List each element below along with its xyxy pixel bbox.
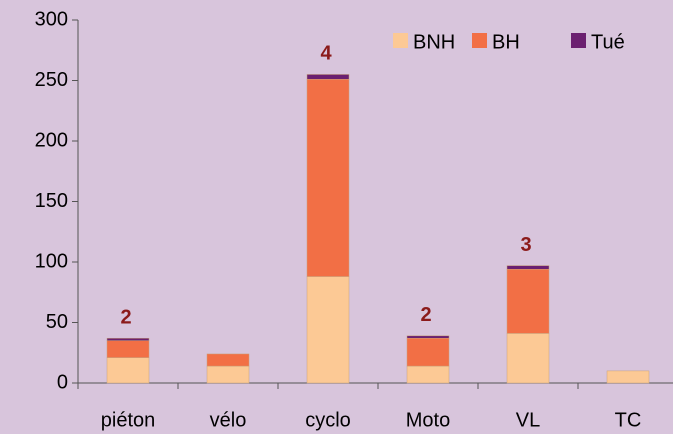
- bar-segment: [506, 269, 550, 334]
- bar-segment: [506, 333, 550, 384]
- y-tick-label: 150: [35, 190, 68, 212]
- legend-label: BH: [492, 31, 520, 53]
- bar-segment: [206, 353, 250, 367]
- y-tick-label: 200: [35, 129, 68, 151]
- x-tick-label: cyclo: [305, 409, 351, 431]
- y-tick-label: 250: [35, 69, 68, 91]
- y-tick-label: 100: [35, 250, 68, 272]
- bar-segment: [106, 340, 150, 358]
- bar-segment: [306, 79, 350, 277]
- bar-segment: [106, 357, 150, 384]
- x-tick-label: VL: [516, 409, 540, 431]
- bar-segment: [206, 365, 250, 384]
- bar-segment: [106, 337, 150, 341]
- legend-swatch: [472, 33, 487, 48]
- x-tick-label: piéton: [101, 409, 156, 431]
- data-label: 3: [520, 234, 531, 256]
- y-tick-label: 50: [46, 311, 68, 333]
- x-tick-label: vélo: [210, 409, 247, 431]
- y-tick-label: 300: [35, 8, 68, 30]
- bar-segment: [506, 265, 550, 270]
- data-label: 2: [120, 307, 131, 329]
- legend-label: Tué: [591, 31, 625, 53]
- legend-label: BNH: [413, 31, 455, 53]
- data-label: 2: [420, 304, 431, 326]
- bar-segment: [406, 335, 450, 339]
- bar-segment: [306, 74, 350, 80]
- bar-segment: [606, 370, 650, 384]
- bar-segment: [406, 337, 450, 367]
- x-tick-label: TC: [615, 409, 642, 431]
- legend-swatch: [393, 33, 408, 48]
- legend-swatch: [571, 33, 586, 48]
- x-tick-label: Moto: [406, 409, 450, 431]
- bar-segment: [406, 365, 450, 384]
- bar-segment: [306, 276, 350, 384]
- data-label: 4: [320, 43, 332, 65]
- y-tick-label: 0: [57, 371, 68, 393]
